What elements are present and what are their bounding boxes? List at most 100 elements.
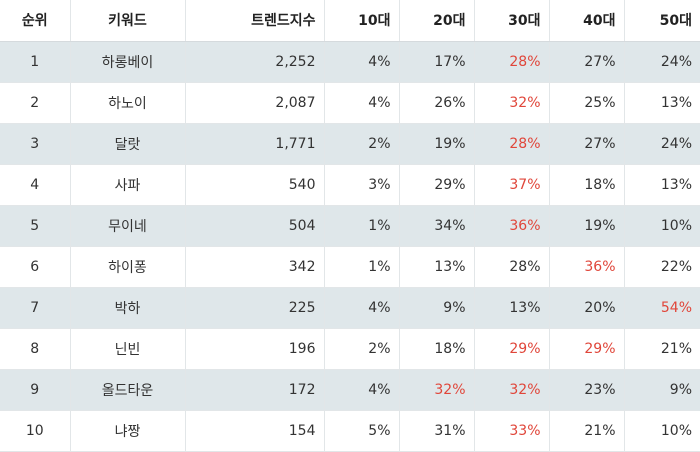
table-row: 10 냐짱 154 5% 31% 33% 21% 10% [0,410,700,452]
age-50s-cell: 24% [624,41,700,83]
keyword-cell: 달랏 [70,123,186,165]
table-header-row: 순위 키워드 트렌드지수 10대 20대 30대 40대 50대 [0,0,700,42]
age-10s-cell: 2% [324,328,400,370]
age-40s-cell: 29% [549,328,625,370]
trend-index-cell: 172 [185,369,325,411]
age-10s-cell: 4% [324,369,400,411]
age-30s-cell: 36% [474,205,550,247]
rank-cell: 9 [0,369,71,411]
rank-cell: 1 [0,41,71,83]
keyword-cell: 냐짱 [70,410,186,452]
age-40s-cell: 27% [549,123,625,165]
age-50s-cell: 10% [624,410,700,452]
table-row: 2 하노이 2,087 4% 26% 32% 25% 13% [0,82,700,124]
age-30s-cell: 32% [474,369,550,411]
age-50s-cell: 13% [624,82,700,124]
keyword-cell: 하노이 [70,82,186,124]
trend-index-cell: 196 [185,328,325,370]
rank-cell: 8 [0,328,71,370]
rank-cell: 3 [0,123,71,165]
age-50s-cell: 54% [624,287,700,329]
keyword-cell: 올드타운 [70,369,186,411]
age-30s-cell: 28% [474,123,550,165]
age-20s-cell: 18% [399,328,475,370]
age-30s-cell: 32% [474,82,550,124]
age-40s-cell: 21% [549,410,625,452]
header-trend-index: 트렌드지수 [185,0,325,42]
header-age-10s: 10대 [324,0,400,42]
age-20s-cell: 31% [399,410,475,452]
age-40s-cell: 18% [549,164,625,206]
age-30s-cell: 29% [474,328,550,370]
age-20s-cell: 32% [399,369,475,411]
table-row: 5 무이네 504 1% 34% 36% 19% 10% [0,205,700,247]
keyword-cell: 하롱베이 [70,41,186,83]
trend-index-cell: 2,087 [185,82,325,124]
rank-cell: 6 [0,246,71,288]
age-30s-cell: 28% [474,246,550,288]
keyword-cell: 닌빈 [70,328,186,370]
age-50s-cell: 24% [624,123,700,165]
table-row: 9 올드타운 172 4% 32% 32% 23% 9% [0,369,700,411]
rank-cell: 7 [0,287,71,329]
rank-cell: 2 [0,82,71,124]
header-rank: 순위 [0,0,71,42]
age-50s-cell: 13% [624,164,700,206]
age-40s-cell: 25% [549,82,625,124]
keyword-cell: 무이네 [70,205,186,247]
table-row: 1 하롱베이 2,252 4% 17% 28% 27% 24% [0,41,700,83]
keyword-cell: 하이퐁 [70,246,186,288]
age-30s-cell: 37% [474,164,550,206]
trend-index-cell: 2,252 [185,41,325,83]
age-30s-cell: 33% [474,410,550,452]
header-keyword: 키워드 [70,0,186,42]
table-row: 6 하이퐁 342 1% 13% 28% 36% 22% [0,246,700,288]
age-30s-cell: 28% [474,41,550,83]
age-40s-cell: 19% [549,205,625,247]
age-10s-cell: 4% [324,287,400,329]
age-20s-cell: 17% [399,41,475,83]
age-10s-cell: 4% [324,41,400,83]
age-20s-cell: 26% [399,82,475,124]
header-age-40s: 40대 [549,0,625,42]
age-10s-cell: 1% [324,205,400,247]
age-10s-cell: 4% [324,82,400,124]
age-10s-cell: 3% [324,164,400,206]
table-row: 7 박하 225 4% 9% 13% 20% 54% [0,287,700,329]
rank-cell: 4 [0,164,71,206]
trend-index-cell: 504 [185,205,325,247]
age-40s-cell: 23% [549,369,625,411]
rank-cell: 10 [0,410,71,452]
trend-index-cell: 1,771 [185,123,325,165]
trend-index-cell: 540 [185,164,325,206]
age-50s-cell: 21% [624,328,700,370]
keyword-cell: 박하 [70,287,186,329]
age-50s-cell: 22% [624,246,700,288]
keyword-cell: 사파 [70,164,186,206]
age-10s-cell: 1% [324,246,400,288]
age-40s-cell: 20% [549,287,625,329]
rank-cell: 5 [0,205,71,247]
age-20s-cell: 9% [399,287,475,329]
age-20s-cell: 19% [399,123,475,165]
trend-index-cell: 225 [185,287,325,329]
age-30s-cell: 13% [474,287,550,329]
table-row: 4 사파 540 3% 29% 37% 18% 13% [0,164,700,206]
age-40s-cell: 36% [549,246,625,288]
age-40s-cell: 27% [549,41,625,83]
age-20s-cell: 29% [399,164,475,206]
trend-index-cell: 154 [185,410,325,452]
table-row: 8 닌빈 196 2% 18% 29% 29% 21% [0,328,700,370]
header-age-30s: 30대 [474,0,550,42]
header-age-20s: 20대 [399,0,475,42]
table-row: 3 달랏 1,771 2% 19% 28% 27% 24% [0,123,700,165]
age-10s-cell: 5% [324,410,400,452]
age-50s-cell: 10% [624,205,700,247]
age-20s-cell: 34% [399,205,475,247]
age-50s-cell: 9% [624,369,700,411]
trend-index-cell: 342 [185,246,325,288]
age-10s-cell: 2% [324,123,400,165]
table-body: 1 하롱베이 2,252 4% 17% 28% 27% 24% 2 하노이 2,087 4% 26% 32… [0,41,700,452]
header-age-50s: 50대 [624,0,700,42]
